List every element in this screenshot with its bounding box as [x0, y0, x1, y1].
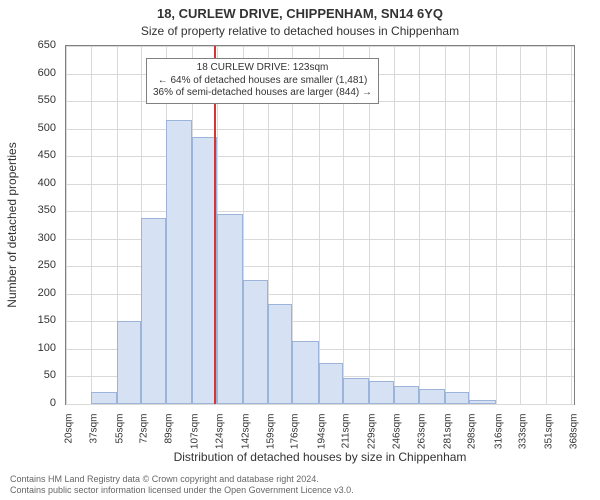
x-tick-label: 229sqm [367, 414, 378, 450]
gridline-v [91, 46, 92, 404]
y-tick-label: 350 [38, 204, 56, 216]
y-tick-label: 450 [38, 149, 56, 161]
x-tick-label: 55sqm [114, 414, 125, 444]
y-tick-label: 600 [38, 67, 56, 79]
y-tick-label: 650 [38, 39, 56, 51]
y-tick-labels: 050100150200250300350400450500550600650 [0, 45, 60, 405]
x-tick-label: 37sqm [88, 414, 99, 444]
plot-area: 18 CURLEW DRIVE: 123sqm ← 64% of detache… [65, 45, 575, 405]
histogram-bar [217, 214, 243, 404]
chart-container: 18, CURLEW DRIVE, CHIPPENHAM, SN14 6YQ S… [0, 0, 600, 500]
gridline-v [394, 46, 395, 404]
annotation-line2: ← 64% of detached houses are smaller (1,… [153, 75, 372, 88]
x-tick-label: 159sqm [265, 414, 276, 450]
annotation-box: 18 CURLEW DRIVE: 123sqm ← 64% of detache… [146, 58, 379, 104]
x-tick-label: 351sqm [544, 414, 555, 450]
histogram-bar [419, 389, 445, 404]
histogram-bar [394, 386, 419, 404]
x-tick-label: 211sqm [341, 414, 352, 449]
y-tick-label: 200 [38, 287, 56, 299]
histogram-bar [192, 137, 217, 404]
histogram-bar [292, 341, 318, 404]
x-axis-title: Distribution of detached houses by size … [65, 450, 575, 464]
footer-line1: Contains HM Land Registry data © Crown c… [10, 474, 590, 485]
y-tick-label: 250 [38, 259, 56, 271]
x-tick-label: 368sqm [569, 414, 580, 450]
histogram-bar [445, 392, 470, 404]
histogram-bar [469, 400, 495, 404]
histogram-bar [369, 381, 394, 404]
x-tick-label: 246sqm [392, 414, 403, 450]
histogram-bar [319, 363, 344, 404]
histogram-bar [243, 280, 268, 404]
x-tick-label: 107sqm [190, 414, 201, 450]
x-tick-label: 333sqm [518, 414, 529, 450]
histogram-bar [166, 120, 192, 404]
annotation-line1: 18 CURLEW DRIVE: 123sqm [153, 62, 372, 75]
x-tick-label: 72sqm [139, 414, 150, 444]
gridline-v [66, 46, 67, 404]
x-tick-label: 263sqm [416, 414, 427, 450]
histogram-bar [141, 218, 166, 404]
gridline-v [419, 46, 420, 404]
y-tick-label: 550 [38, 94, 56, 106]
y-tick-label: 500 [38, 122, 56, 134]
x-tick-label: 281sqm [442, 414, 453, 450]
x-tick-label: 124sqm [214, 414, 225, 450]
histogram-bar [268, 304, 293, 404]
y-tick-label: 150 [38, 314, 56, 326]
y-tick-label: 50 [44, 369, 56, 381]
x-tick-label: 316sqm [493, 414, 504, 450]
chart-title: 18, CURLEW DRIVE, CHIPPENHAM, SN14 6YQ [0, 6, 600, 21]
gridline-v [571, 46, 572, 404]
annotation-line3: 36% of semi-detached houses are larger (… [153, 87, 372, 100]
gridline-v [546, 46, 547, 404]
y-tick-label: 400 [38, 177, 56, 189]
chart-subtitle: Size of property relative to detached ho… [0, 24, 600, 38]
x-tick-label: 194sqm [316, 414, 327, 450]
y-tick-label: 0 [50, 397, 56, 409]
histogram-bar [343, 378, 369, 404]
y-tick-label: 300 [38, 232, 56, 244]
x-tick-label: 298sqm [467, 414, 478, 450]
histogram-bar [117, 321, 142, 404]
footer-line2: Contains public sector information licen… [10, 485, 590, 496]
x-tick-label: 20sqm [64, 414, 75, 444]
gridline-v [445, 46, 446, 404]
gridline-v [469, 46, 470, 404]
gridline-v [520, 46, 521, 404]
x-tick-label: 142sqm [241, 414, 252, 450]
footer-attribution: Contains HM Land Registry data © Crown c… [10, 474, 590, 496]
y-tick-label: 100 [38, 342, 56, 354]
x-tick-label: 89sqm [164, 414, 175, 444]
x-tick-label: 176sqm [290, 414, 301, 450]
histogram-bar [91, 392, 117, 404]
gridline-v [496, 46, 497, 404]
